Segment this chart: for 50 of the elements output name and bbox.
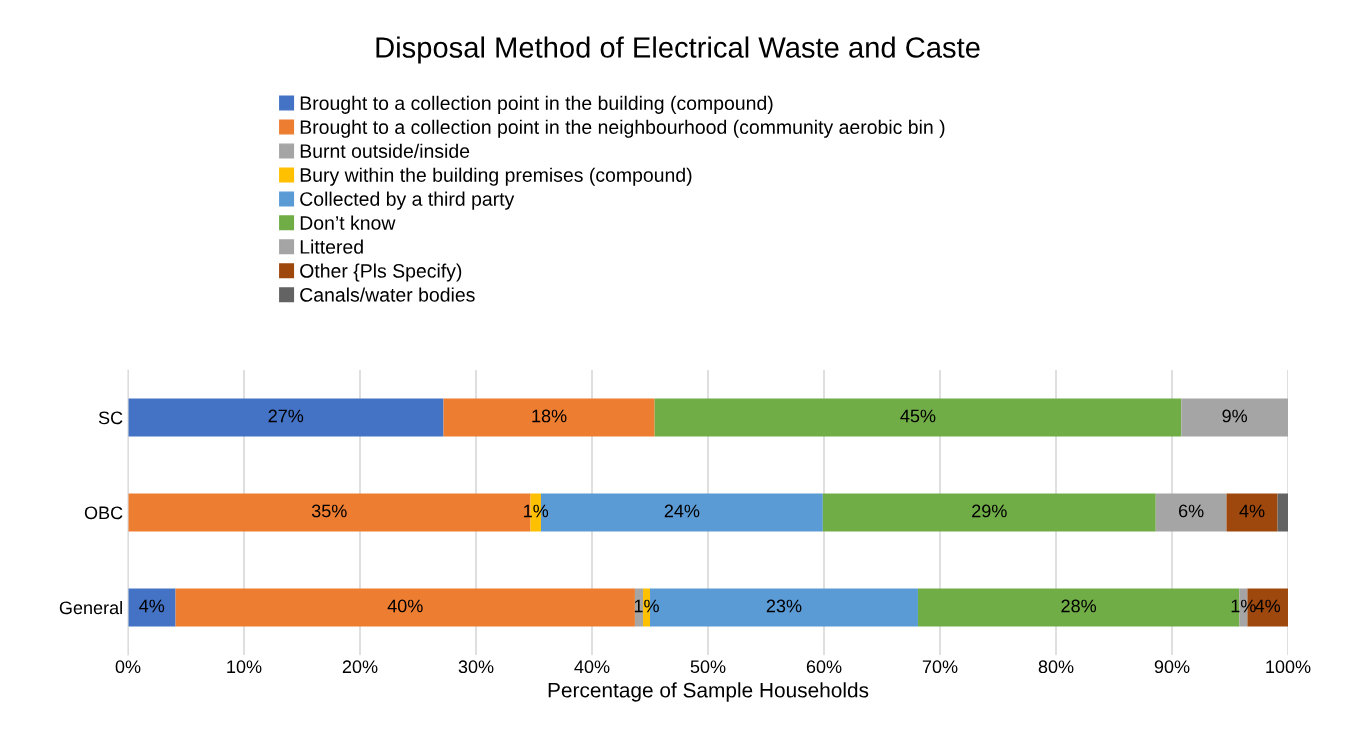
data-label: 28% — [1061, 599, 1097, 613]
legend-label: Bury within the building premises (compound) — [300, 167, 692, 186]
bar — [1181, 398, 1288, 437]
bar — [128, 398, 444, 437]
data-label: 1% — [1231, 599, 1256, 613]
data-label: 40% — [387, 599, 423, 613]
chart-title: Disposal Method of Electrical Waste and Caste — [376, 36, 980, 64]
data-label: 4% — [1255, 599, 1281, 613]
x-tick-label: 80% — [1038, 660, 1074, 674]
x-tick-label: 40% — [574, 660, 610, 674]
data-label: 6% — [1179, 504, 1204, 518]
legend-label: Brought to a collection point in the building (compound) — [300, 95, 773, 114]
y-tick-label: General — [59, 600, 122, 615]
bar — [128, 588, 176, 627]
data-label: 27% — [268, 409, 304, 423]
data-label: 4% — [1239, 504, 1265, 518]
y-tick-label: OBC — [84, 506, 123, 520]
x-tick-label: 50% — [690, 660, 726, 674]
x-tick-label: 0% — [115, 660, 141, 674]
x-tick-label: 20% — [342, 660, 378, 674]
bar — [822, 493, 1156, 532]
legend-label: Canals/water bodies — [300, 287, 475, 302]
legend-label: Don’t know — [300, 215, 396, 230]
bar — [1155, 493, 1227, 532]
legend-label: Brought to a collection point in the neighbourhood (community aerobic bin ) — [300, 119, 945, 138]
data-label: 4% — [139, 599, 165, 613]
bar — [175, 588, 635, 627]
x-tick-label: 70% — [922, 660, 958, 674]
x-tick-label: 60% — [806, 660, 842, 674]
legend-label: Burnt outside/inside — [300, 143, 470, 158]
x-tick-label: 30% — [458, 660, 494, 674]
data-label: 35% — [311, 504, 347, 518]
bar — [654, 398, 1182, 437]
legend-label: Collected by a third party — [300, 191, 515, 210]
data-label: 29% — [972, 504, 1007, 518]
x-tick-label: 90% — [1154, 660, 1190, 674]
x-tick-label: 10% — [227, 660, 262, 674]
bar — [443, 398, 655, 437]
data-label: 9% — [1222, 409, 1248, 423]
y-tick-label: SC — [98, 411, 123, 425]
x-axis-title: Percentage of Sample Households — [548, 682, 869, 702]
data-label: 23% — [766, 599, 802, 613]
legend-label: Littered — [300, 239, 363, 254]
bar — [1226, 493, 1278, 532]
x-tick-label: 100% — [1266, 660, 1311, 674]
legend-label: Other {Pls Specify) — [300, 263, 462, 282]
data-label: 18% — [532, 409, 567, 423]
data-label: 24% — [664, 504, 700, 518]
data-label: 45% — [900, 409, 936, 423]
bar — [1277, 493, 1288, 532]
